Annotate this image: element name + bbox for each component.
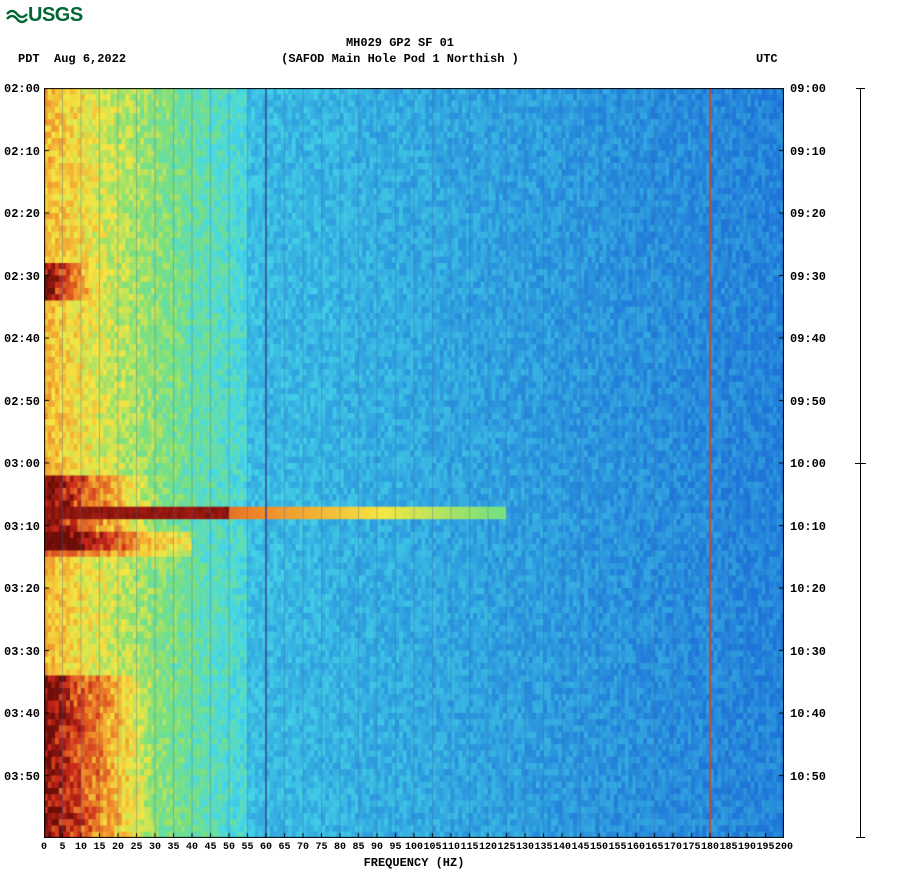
y-left-tick: 02:10 (4, 145, 40, 159)
y-left-tick: 02:30 (4, 270, 40, 284)
x-tick: 190 (738, 842, 756, 853)
x-tick: 140 (553, 842, 571, 853)
y-left-tick: 03:50 (4, 770, 40, 784)
x-tick: 15 (93, 842, 105, 853)
x-tick: 125 (497, 842, 515, 853)
y-right-tick: 10:50 (790, 770, 826, 784)
y-right-tick: 09:10 (790, 145, 826, 159)
x-tick: 105 (423, 842, 441, 853)
y-right-tick: 10:10 (790, 520, 826, 534)
x-tick: 170 (664, 842, 682, 853)
x-tick: 110 (442, 842, 460, 853)
y-right-tick: 09:30 (790, 270, 826, 284)
x-tick: 115 (460, 842, 478, 853)
x-tick: 75 (315, 842, 327, 853)
y-left-tick: 02:40 (4, 332, 40, 346)
y-right-tick: 10:30 (790, 645, 826, 659)
x-tick: 40 (186, 842, 198, 853)
x-axis-label: FREQUENCY (HZ) (44, 856, 784, 870)
y-left-tick: 02:20 (4, 207, 40, 221)
x-tick: 135 (534, 842, 552, 853)
y-right-tick: 09:50 (790, 395, 826, 409)
y-right-tick: 09:00 (790, 82, 826, 96)
x-tick: 100 (405, 842, 423, 853)
x-tick: 200 (775, 842, 793, 853)
x-tick: 10 (75, 842, 87, 853)
y-left-tick: 02:00 (4, 82, 40, 96)
x-axis-ticks: 0 5 10 15 20 25 30 35 40 45 50 55 60 65 70 75 80 85 90 95 10… (44, 842, 784, 856)
x-tick: 180 (701, 842, 719, 853)
x-tick: 160 (627, 842, 645, 853)
timezone-left: PDT Aug 6,2022 (18, 52, 126, 66)
spectrogram-plot (44, 88, 784, 838)
x-tick: 70 (297, 842, 309, 853)
y-left-tick: 03:10 (4, 520, 40, 534)
colorbar-midtick (855, 463, 866, 464)
x-tick: 25 (130, 842, 142, 853)
x-tick: 0 (41, 842, 47, 853)
y-right-tick: 10:00 (790, 457, 826, 471)
y-right-tick: 09:40 (790, 332, 826, 346)
y-left-tick: 02:50 (4, 395, 40, 409)
x-tick: 195 (756, 842, 774, 853)
x-tick: 55 (241, 842, 253, 853)
x-tick: 20 (112, 842, 124, 853)
spectrogram-canvas (44, 88, 784, 838)
x-tick: 80 (334, 842, 346, 853)
usgs-logo: USGS (6, 4, 83, 27)
x-tick: 150 (590, 842, 608, 853)
y-right-tick: 10:40 (790, 707, 826, 721)
x-tick: 155 (608, 842, 626, 853)
y-right-tick: 09:20 (790, 207, 826, 221)
logo-text: USGS (28, 4, 83, 26)
x-tick: 30 (149, 842, 161, 853)
x-tick: 5 (59, 842, 65, 853)
x-tick: 120 (479, 842, 497, 853)
title-line1: MH029 GP2 SF 01 (0, 36, 800, 52)
x-tick: 45 (204, 842, 216, 853)
x-tick: 90 (371, 842, 383, 853)
x-tick: 95 (389, 842, 401, 853)
timezone-right: UTC (756, 52, 778, 66)
y-left-tick: 03:30 (4, 645, 40, 659)
x-tick: 35 (167, 842, 179, 853)
x-tick: 145 (571, 842, 589, 853)
x-tick: 175 (682, 842, 700, 853)
y-left-tick: 03:40 (4, 707, 40, 721)
x-tick: 85 (352, 842, 364, 853)
x-tick: 65 (278, 842, 290, 853)
x-tick: 60 (260, 842, 272, 853)
x-tick: 130 (516, 842, 534, 853)
colorbar-scale (860, 88, 861, 838)
y-left-tick: 03:20 (4, 582, 40, 596)
x-tick: 50 (223, 842, 235, 853)
x-tick: 165 (645, 842, 663, 853)
x-tick: 185 (719, 842, 737, 853)
y-right-tick: 10:20 (790, 582, 826, 596)
y-left-tick: 03:00 (4, 457, 40, 471)
